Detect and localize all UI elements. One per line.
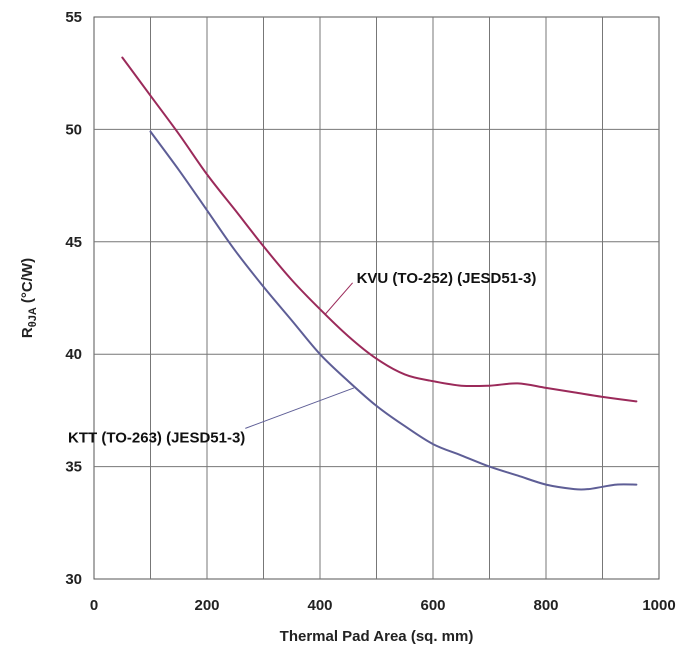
y-tick-label: 45 bbox=[65, 234, 82, 251]
y-axis-title: RθJA (°C/W) bbox=[19, 258, 39, 338]
y-axis-title-symbol: R bbox=[19, 327, 36, 338]
series-line-kvu bbox=[121, 56, 638, 403]
x-axis-title: Thermal Pad Area (sq. mm) bbox=[280, 628, 474, 645]
y-tick-label: 35 bbox=[65, 459, 82, 476]
y-tick-label: 55 bbox=[65, 9, 82, 26]
y-axis-ticks: 30 35 40 45 50 55 bbox=[65, 9, 82, 588]
y-tick-label: 50 bbox=[65, 121, 82, 138]
y-tick-label: 30 bbox=[65, 571, 82, 588]
x-tick-label: 1000 bbox=[642, 597, 675, 614]
series-layer bbox=[121, 56, 638, 491]
annotations: KVU (TO-252) (JESD51-3) KTT (TO-263) (JES… bbox=[68, 270, 536, 447]
y-axis-title-unit: (°C/W) bbox=[19, 258, 36, 307]
annotation-leader-line bbox=[325, 282, 353, 315]
x-tick-label: 200 bbox=[194, 597, 219, 614]
x-tick-label: 400 bbox=[307, 597, 332, 614]
x-axis-ticks: 0 200 400 600 800 1000 bbox=[90, 597, 676, 614]
annotation-label-kvu: KVU (TO-252) (JESD51-3) bbox=[357, 270, 537, 287]
x-tick-label: 800 bbox=[533, 597, 558, 614]
annotation-leader-line bbox=[245, 387, 355, 429]
series-line-ktt bbox=[149, 130, 638, 491]
x-tick-label: 0 bbox=[90, 597, 98, 614]
annotation-label-ktt: KTT (TO-263) (JESD51-3) bbox=[68, 429, 245, 446]
y-axis-title-subscript: θJA bbox=[27, 307, 39, 327]
y-tick-label: 40 bbox=[65, 346, 82, 363]
grid bbox=[94, 17, 659, 579]
x-tick-label: 600 bbox=[420, 597, 445, 614]
